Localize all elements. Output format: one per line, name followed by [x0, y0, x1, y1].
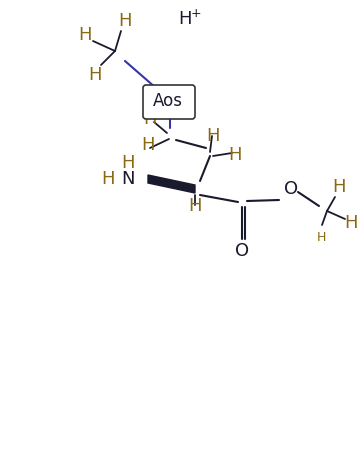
Text: H: H — [188, 197, 202, 215]
Text: H: H — [121, 154, 135, 172]
Text: H: H — [141, 136, 155, 154]
Text: O: O — [235, 242, 249, 260]
Text: H: H — [206, 127, 220, 145]
Text: H: H — [78, 26, 92, 44]
Text: Aos: Aos — [153, 92, 183, 110]
Polygon shape — [148, 175, 195, 193]
Text: H: H — [143, 110, 157, 128]
Text: H: H — [332, 178, 346, 196]
Text: H: H — [228, 146, 242, 164]
FancyBboxPatch shape — [143, 85, 195, 119]
Text: H: H — [344, 214, 358, 232]
Text: +: + — [191, 7, 201, 20]
Text: H: H — [316, 230, 326, 243]
Text: H: H — [118, 12, 132, 30]
Text: H: H — [178, 10, 192, 28]
Text: H: H — [88, 66, 102, 84]
Text: H: H — [101, 170, 115, 188]
Text: N: N — [121, 170, 135, 188]
Text: O: O — [284, 180, 298, 198]
